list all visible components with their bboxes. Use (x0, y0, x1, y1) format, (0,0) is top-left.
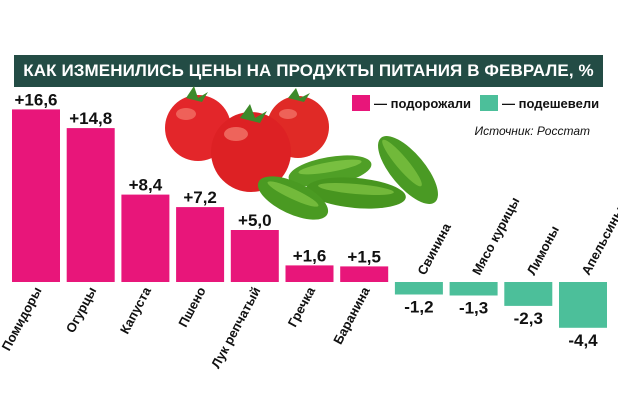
value-label-1: +16,6 (14, 90, 57, 109)
bar-6 (285, 265, 334, 282)
category-label-9: Мясо курицы (469, 195, 523, 278)
category-label-4: Пшено (175, 284, 209, 329)
value-label-2: +14,8 (69, 109, 112, 128)
bar-7 (340, 266, 389, 282)
legend-label-decrease: — подешевели (502, 95, 600, 111)
value-label-10: -2,3 (514, 309, 543, 328)
bar-1 (12, 109, 60, 283)
category-label-10: Лимоны (524, 223, 562, 277)
cucumber-icon (257, 176, 329, 220)
cucumber-icon (306, 177, 406, 209)
legend-label-increase: — подорожали (374, 95, 471, 111)
vegetables-illustration (165, 86, 438, 220)
value-label-3: +8,4 (129, 176, 163, 195)
cucumber-icon (378, 136, 438, 204)
value-label-11: -4,4 (568, 331, 598, 350)
value-labels: +16,6 +14,8 +8,4 +7,2 +5,0 +1,6 +1,5 -1,2 -1,3 -2… (14, 90, 598, 349)
bar-5 (230, 230, 279, 282)
legend-swatch-decrease (480, 95, 498, 111)
value-label-8: -1,2 (404, 298, 433, 317)
value-label-4: +7,2 (183, 188, 217, 207)
legend-swatch-increase (352, 95, 370, 111)
category-label-11: Апельсины (578, 204, 618, 277)
legend-item-increase: — подорожали (352, 95, 471, 111)
bar-4 (176, 207, 225, 282)
bar-8 (394, 282, 443, 295)
bar-10 (504, 282, 553, 306)
category-label-8: Свинина (414, 220, 454, 277)
category-label-1: Помидоры (0, 284, 45, 353)
value-label-5: +5,0 (238, 211, 272, 230)
value-label-6: +1,6 (293, 246, 327, 265)
category-label-3: Капуста (117, 284, 155, 337)
legend: — подорожали — подешевели (352, 95, 602, 117)
category-label-5: Лук репчатый (208, 284, 263, 370)
bar-3 (121, 194, 170, 282)
chart-title: КАК ИЗМЕНИЛИСЬ ЦЕНЫ НА ПРОДУКТЫ ПИТАНИЯ … (14, 55, 603, 87)
category-label-2: Огурцы (63, 284, 100, 335)
legend-item-decrease: — подешевели (480, 95, 599, 111)
bar-9 (449, 282, 498, 296)
category-label-6: Гречка (285, 284, 319, 330)
source-note: Источник: Росстат (474, 124, 590, 138)
value-label-7: +1,5 (347, 247, 381, 266)
value-label-9: -1,3 (459, 299, 488, 318)
tomato-icon (211, 104, 291, 192)
bars (12, 109, 607, 328)
bar-2 (66, 128, 115, 282)
category-label-7: Баранина (330, 284, 373, 347)
bar-11 (559, 282, 607, 328)
